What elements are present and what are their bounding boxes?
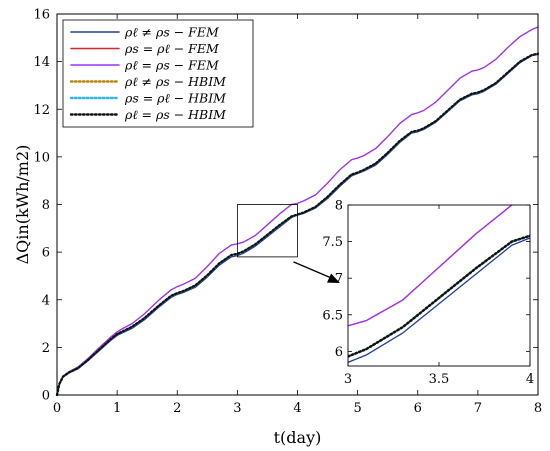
- x-tick-label: 4: [293, 401, 301, 416]
- y-tick-label: 16: [33, 8, 50, 23]
- zoom-arrow: [293, 261, 340, 283]
- x-tick-label: 7: [474, 401, 482, 416]
- y-tick-label: 12: [33, 103, 50, 118]
- y-tick-label: 8: [42, 198, 50, 213]
- inset-y-tick-label: 7.5: [322, 235, 343, 250]
- inset-x-tick-label: 4: [526, 372, 534, 387]
- legend-box: [62, 19, 254, 128]
- inset-y-tick-label: 8: [335, 199, 343, 214]
- inset-x-tick-label: 3: [344, 372, 352, 387]
- inset-lines: [348, 205, 530, 363]
- x-tick-label: 3: [233, 401, 241, 416]
- inset-series-line-3: [348, 205, 516, 327]
- legend-entry-label: ρℓ = ρs − FEM: [124, 58, 220, 73]
- series-line-6: [55, 52, 540, 397]
- x-tick-label: 5: [353, 401, 361, 416]
- y-tick-label: 2: [42, 341, 50, 356]
- y-tick-label: 4: [42, 293, 50, 308]
- x-tick-label: 8: [534, 401, 542, 416]
- inset-plot: 3 3.5 4 6 6.5 7 7.5 8: [322, 199, 534, 388]
- x-tick-label: 6: [414, 401, 422, 416]
- zoom-arrow-head: [327, 273, 340, 283]
- zoom-region-box: [236, 204, 298, 258]
- y-tick-label: 6: [42, 246, 50, 261]
- y-tick-label: 10: [33, 150, 50, 165]
- inset-y-tick-label: 6.5: [322, 308, 343, 323]
- x-tick-label: 2: [173, 401, 181, 416]
- inset-y-tick-label: 7: [335, 272, 343, 287]
- zoom-arrow-shaft: [293, 261, 337, 281]
- x-tick-label: 1: [113, 401, 121, 416]
- y-axis-label: ΔQin(kWh/m2): [13, 145, 32, 265]
- y-tick-label: 0: [42, 389, 50, 404]
- y-tick-label: 14: [33, 55, 50, 70]
- legend-entry-label: ρℓ ≠ ρs − HBIM: [124, 74, 227, 89]
- inset-y-tick-label: 6: [335, 345, 343, 360]
- x-axis-label: t(day): [274, 428, 322, 447]
- legend-entry-label: ρℓ ≠ ρs − FEM: [124, 25, 220, 40]
- x-tick-label: 0: [53, 401, 61, 416]
- inset-x-tick-label: 3.5: [429, 372, 450, 387]
- legend-entry-label: ρs = ρℓ − FEM: [124, 41, 220, 56]
- legend-entry-label: ρs = ρℓ − HBIM: [124, 91, 227, 106]
- legend-entry-label: ρℓ = ρs − HBIM: [124, 107, 227, 122]
- inset-series-line-1: [348, 237, 530, 363]
- inset-series-line-6: [348, 234, 530, 358]
- inset-background: [348, 205, 530, 366]
